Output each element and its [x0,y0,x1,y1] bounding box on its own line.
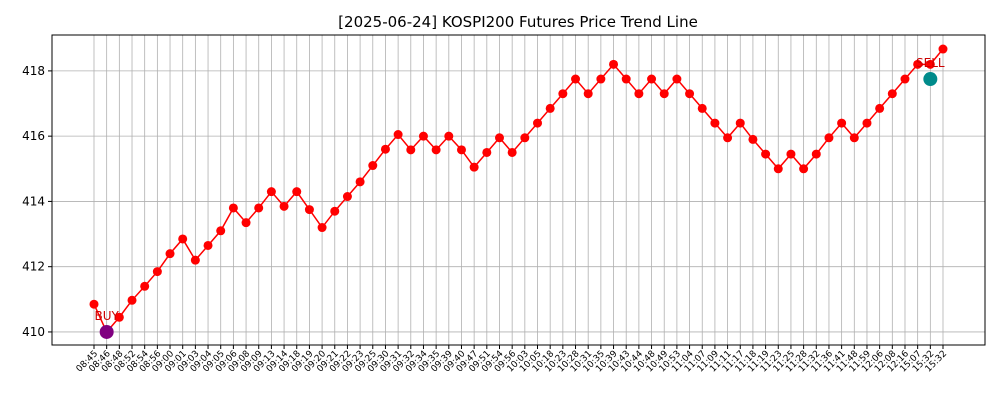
data-point [254,203,264,213]
data-point [380,144,390,154]
data-point [672,74,682,84]
data-point [140,281,150,291]
data-point [418,131,428,141]
data-point [545,103,555,113]
data-point [571,74,581,84]
sell-marker-label: SELL [916,56,945,70]
chart-title: [2025-06-24] KOSPI200 Futures Price Tren… [338,13,698,31]
data-point [406,145,416,155]
data-point [89,299,99,309]
data-point [837,118,847,128]
data-point [456,145,466,155]
data-point [786,149,796,159]
data-point [913,59,923,69]
data-point [190,255,200,265]
data-point [900,74,910,84]
y-tick-label: 410 [22,325,45,339]
data-point [533,118,543,128]
data-point [342,192,352,202]
data-point [469,162,479,172]
data-point [114,312,124,322]
y-tick-label: 412 [22,260,45,274]
data-point [241,218,251,228]
data-point [368,161,378,171]
data-point [127,295,137,305]
data-point [659,89,669,99]
data-point [216,226,226,236]
data-point [596,74,606,84]
data-point [304,205,314,215]
series-line [93,48,944,334]
data-point [685,89,695,99]
y-axis-ticks: 410 412 414 416 418 [22,64,52,339]
y-tick-label: 416 [22,129,45,143]
data-point [431,145,441,155]
data-point [355,177,365,187]
data-point [799,164,809,174]
buy-marker [99,324,114,339]
data-point [494,133,504,143]
data-point [862,118,872,128]
data-points-group [89,44,948,337]
data-point [152,267,162,277]
y-tick-label: 418 [22,64,45,78]
data-point [761,149,771,159]
data-point [178,234,188,244]
data-point [482,147,492,157]
data-point [583,89,593,99]
data-point [165,249,175,259]
data-point [279,201,289,211]
buy-marker-label: BUY [94,309,119,323]
y-tick-label: 414 [22,194,45,208]
data-point [317,223,327,233]
data-point [925,59,935,69]
data-point [609,59,619,69]
sell-marker [923,72,938,87]
data-point [292,187,302,197]
data-point [723,133,733,143]
data-point [710,118,720,128]
plot-frame [51,34,986,346]
data-point [875,103,885,113]
data-point [735,118,745,128]
x-axis-ticks: 08:4508:4608:4808:5208:5408:5609:0009:01… [75,345,949,374]
data-point [393,130,403,140]
data-point [887,89,897,99]
data-point [228,203,238,213]
data-point [558,89,568,99]
data-point [634,89,644,99]
data-point [748,134,758,144]
data-point [621,74,631,84]
trade-markers-group: BUY SELL [94,56,945,339]
data-point [444,131,454,141]
data-point [824,133,834,143]
data-point [849,133,859,143]
data-point [520,133,530,143]
data-point [266,187,276,197]
series-line-group [93,48,944,334]
data-point [697,103,707,113]
data-point [773,164,783,174]
data-point [203,240,213,250]
data-point [647,74,657,84]
data-point [811,149,821,159]
data-point [938,44,948,54]
data-point [507,147,517,157]
grid-lines [52,35,985,345]
data-point [330,206,340,216]
